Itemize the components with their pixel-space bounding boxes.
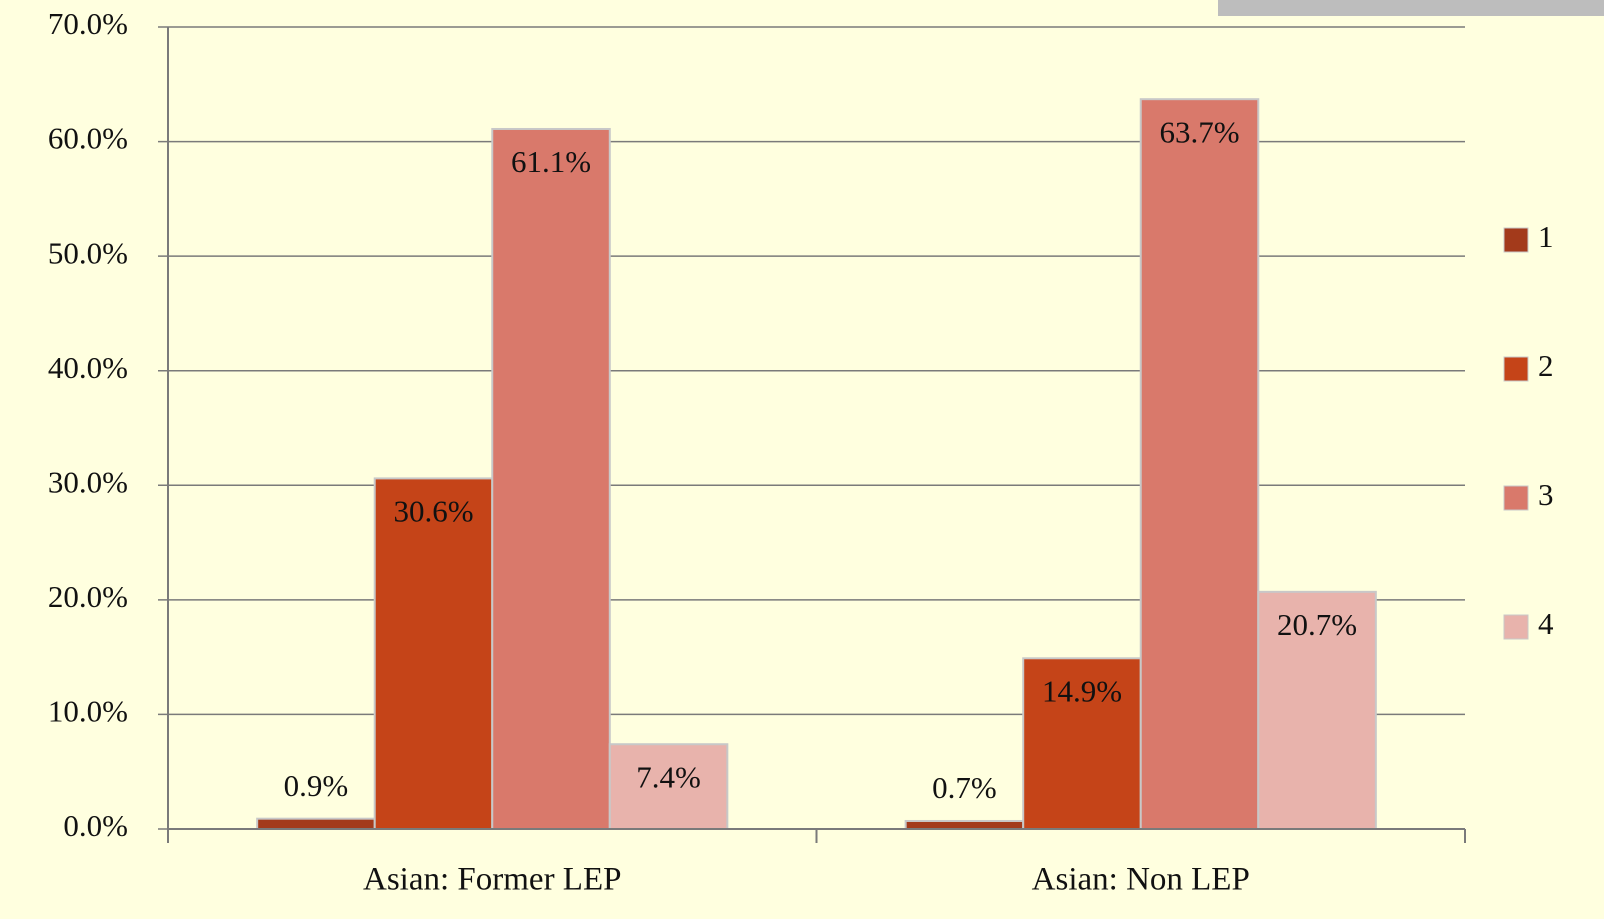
legend-label: 3	[1538, 477, 1554, 512]
bar	[256, 817, 376, 831]
y-tick-label: 70.0%	[48, 6, 128, 41]
bar	[1022, 657, 1142, 830]
bar	[904, 819, 1025, 830]
bar	[373, 477, 494, 830]
y-tick-label: 40.0%	[48, 350, 128, 385]
y-tick-label: 30.0%	[48, 464, 128, 499]
data-label: 7.4%	[636, 759, 701, 794]
bar	[608, 743, 729, 831]
data-label: 0.7%	[932, 770, 997, 805]
y-tick-label: 0.0%	[63, 808, 128, 843]
legend-swatch	[1503, 227, 1529, 253]
data-label: 14.9%	[1042, 673, 1122, 708]
bar	[491, 127, 611, 830]
legend-swatch	[1503, 356, 1529, 382]
bar	[1139, 98, 1260, 831]
legend-label: 4	[1538, 606, 1554, 641]
legend-swatch	[1503, 485, 1529, 511]
data-label: 61.1%	[511, 144, 591, 179]
bar	[1257, 590, 1377, 831]
data-label: 63.7%	[1159, 114, 1239, 149]
legend-label: 1	[1538, 219, 1554, 254]
y-tick-label: 10.0%	[48, 694, 128, 729]
data-label: 30.6%	[393, 494, 473, 529]
x-tick-label: Asian: Former LEP	[363, 862, 621, 898]
data-label: 0.9%	[284, 768, 349, 803]
legend-label: 2	[1538, 348, 1554, 383]
x-tick-label: Asian: Non LEP	[1032, 862, 1250, 898]
decor-bar	[1218, 0, 1604, 16]
y-tick-label: 50.0%	[48, 235, 128, 270]
y-tick-label: 20.0%	[48, 579, 128, 614]
data-label: 20.7%	[1277, 607, 1357, 642]
legend-swatch	[1503, 614, 1529, 640]
y-tick-label: 60.0%	[48, 121, 128, 156]
